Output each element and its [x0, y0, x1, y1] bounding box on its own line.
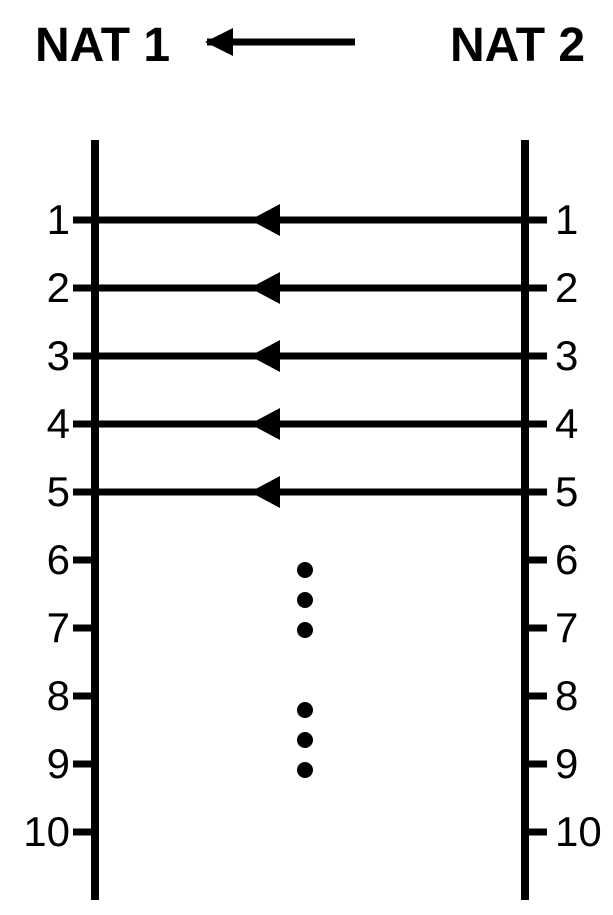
- ellipsis-dot-0-1: [297, 592, 313, 608]
- ellipsis-dot-0-2: [297, 622, 313, 638]
- ellipsis-dot-1-2: [297, 762, 313, 778]
- conn-arrowhead-4: [250, 408, 280, 440]
- ellipsis-dot-1-0: [297, 702, 313, 718]
- ellipsis-dot-1-1: [297, 732, 313, 748]
- tick-label-right-7: 7: [555, 604, 578, 652]
- conn-arrowhead-1: [250, 204, 280, 236]
- tick-label-left-6: 6: [47, 536, 70, 584]
- tick-label-right-6: 6: [555, 536, 578, 584]
- conn-arrowhead-3: [250, 340, 280, 372]
- tick-label-right-1: 1: [555, 196, 578, 244]
- diagram-root: NAT 1 NAT 2 1 1 2 2 3 3 4 4 5 5 6 6 7 7 8 8 9 9 10 10: [0, 0, 613, 915]
- tick-label-right-5: 5: [555, 468, 578, 516]
- tick-label-left-8: 8: [47, 672, 70, 720]
- tick-label-left-7: 7: [47, 604, 70, 652]
- tick-label-left-2: 2: [47, 264, 70, 312]
- tick-label-left-3: 3: [47, 332, 70, 380]
- ellipsis-dot-0-0: [297, 562, 313, 578]
- tick-label-left-5: 5: [47, 468, 70, 516]
- tick-label-right-8: 8: [555, 672, 578, 720]
- tick-label-right-4: 4: [555, 400, 578, 448]
- header-label-right: NAT 2: [450, 18, 585, 73]
- header-arrow-head: [205, 28, 233, 56]
- tick-label-right-2: 2: [555, 264, 578, 312]
- tick-label-left-9: 9: [47, 740, 70, 788]
- conn-arrowhead-2: [250, 272, 280, 304]
- header-label-left: NAT 1: [35, 18, 170, 73]
- tick-label-left-4: 4: [47, 400, 70, 448]
- tick-label-left-1: 1: [47, 196, 70, 244]
- tick-label-right-9: 9: [555, 740, 578, 788]
- conn-arrowhead-5: [250, 476, 280, 508]
- tick-label-right-10: 10: [555, 808, 602, 856]
- tick-label-left-10: 10: [23, 808, 70, 856]
- tick-label-right-3: 3: [555, 332, 578, 380]
- diagram-svg: [0, 0, 613, 915]
